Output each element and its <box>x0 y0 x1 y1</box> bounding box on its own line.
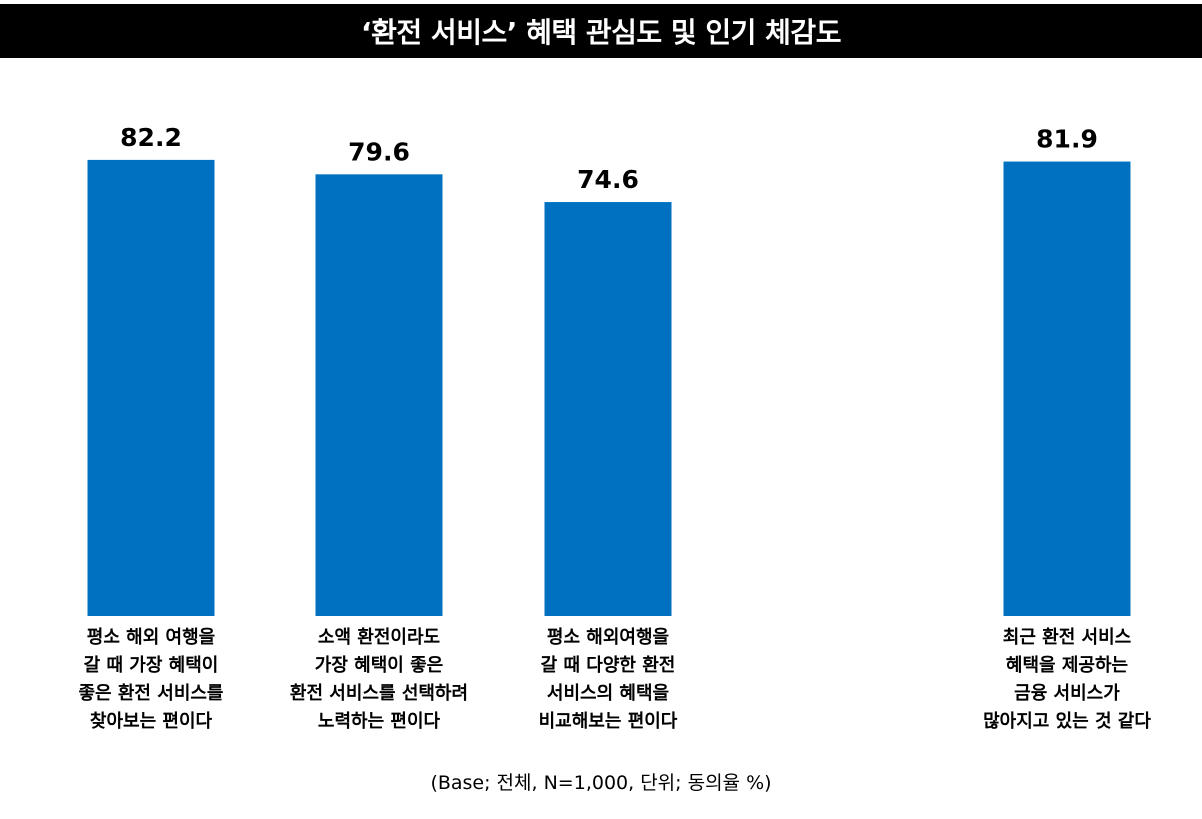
title-bar: ‘환전 서비스’ 혜택 관심도 및 인기 체감도 <box>0 4 1202 58</box>
category-label-line: 좋은 환전 서비스를 <box>78 683 224 704</box>
category-label-line: 평소 해외 여행을 <box>86 627 216 648</box>
category-label-line: 노력하는 편이다 <box>317 711 441 732</box>
bar-4 <box>1003 161 1131 616</box>
category-label-line: 최근 환전 서비스 <box>1002 627 1132 648</box>
category-label-line: 혜택을 제공하는 <box>1005 655 1129 676</box>
bar-3 <box>544 202 672 617</box>
category-label-line: 서비스의 혜택을 <box>546 683 670 704</box>
category-label-line: 많아지고 있는 것 같다 <box>983 711 1151 732</box>
category-label-line: 갈 때 다양한 환전 <box>540 655 676 676</box>
category-label-line: 환전 서비스를 선택하려 <box>289 683 469 704</box>
category-label-line: 가장 혜택이 좋은 <box>314 655 444 676</box>
bar-value-label-1: 82.2 <box>120 123 182 152</box>
category-label-line: 금융 서비스가 <box>1014 683 1120 704</box>
category-label-line: 비교해보는 편이다 <box>538 711 678 732</box>
bar-2 <box>315 174 443 616</box>
category-label-line: 평소 해외여행을 <box>546 627 670 648</box>
bar-1 <box>87 159 215 616</box>
bar-value-label-4: 81.9 <box>1036 125 1098 154</box>
footnote: (Base; 전체, N=1,000, 단위; 동의율 %) <box>430 772 772 794</box>
category-label-line: 소액 환전이라도 <box>317 627 441 648</box>
bar-value-label-3: 74.6 <box>577 165 639 194</box>
chart-title: ‘환전 서비스’ 혜택 관심도 및 인기 체감도 <box>361 16 841 49</box>
category-label-line: 갈 때 가장 혜택이 <box>83 655 219 676</box>
category-label-line: 찾아보는 편이다 <box>89 711 213 732</box>
bar-value-label-2: 79.6 <box>348 137 410 166</box>
